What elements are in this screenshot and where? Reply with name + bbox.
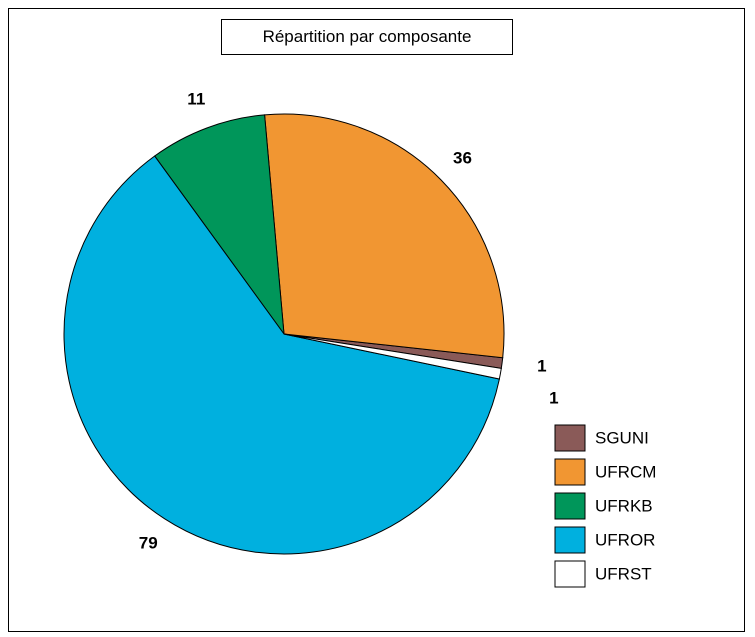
legend-swatch-ufrkb <box>554 492 586 520</box>
chart-frame <box>8 8 745 632</box>
data-label-ufrkb: 11 <box>187 89 205 108</box>
legend-label-ufrkb: UFRKB <box>595 496 653 515</box>
data-label-ufrst: 1 <box>549 389 558 408</box>
chart-title: Répartition par composante <box>221 19 513 55</box>
pie-slice-ufrst <box>283 333 502 380</box>
legend-label-ufrcm: UFRCM <box>595 462 656 481</box>
legend-swatch-ufrst <box>554 560 586 588</box>
data-label-ufrcm: 36 <box>453 148 472 167</box>
pie-slice-ufrkb <box>153 114 285 336</box>
legend-label-ufrst: UFRST <box>595 564 652 583</box>
data-label-sguni: 1 <box>537 356 546 375</box>
data-label-ufror: 79 <box>139 533 158 552</box>
legend-swatch-ufror <box>554 526 586 554</box>
legend-swatch-ufrcm <box>554 458 586 486</box>
pie-slice-ufrcm <box>264 113 505 359</box>
pie-slice-ufror <box>63 155 500 555</box>
legend-swatch-sguni <box>554 424 586 452</box>
legend-label-sguni: SGUNI <box>595 428 649 447</box>
legend-label-ufror: UFROR <box>595 530 655 549</box>
